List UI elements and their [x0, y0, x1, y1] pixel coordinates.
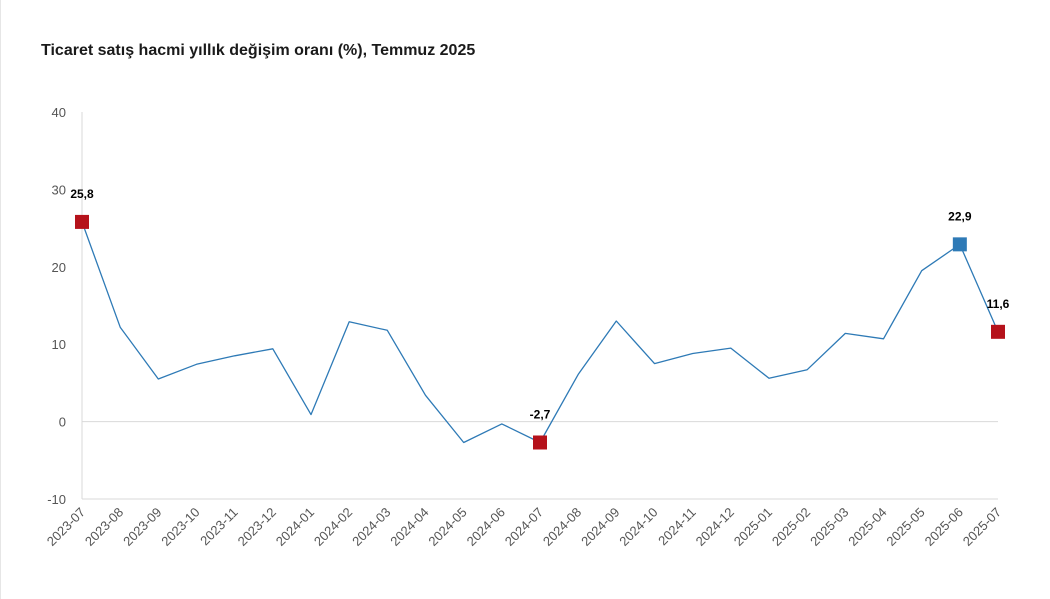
y-tick-label: 20 — [52, 260, 66, 275]
x-tick-label: 2025-07 — [960, 505, 1004, 549]
x-tick-label: 2023-09 — [120, 505, 164, 549]
x-tick-label: 2025-06 — [922, 505, 966, 549]
x-tick-label: 2024-11 — [655, 505, 699, 549]
highlight-marker — [533, 435, 547, 450]
x-tick-label: 2025-05 — [883, 505, 927, 549]
x-tick-label: 2025-02 — [769, 505, 813, 549]
highlight-marker — [75, 214, 89, 229]
x-tick-label: 2024-04 — [387, 505, 431, 549]
x-tick-label: 2024-10 — [616, 505, 660, 549]
x-tick-label: 2025-01 — [731, 505, 775, 549]
x-tick-label: 2024-05 — [425, 505, 469, 549]
y-tick-label: 40 — [52, 105, 66, 120]
x-tick-label: 2024-03 — [349, 505, 393, 549]
data-label: 11,6 — [987, 297, 1010, 311]
x-tick-label: 2025-03 — [807, 505, 851, 549]
data-label: 22,9 — [948, 209, 972, 223]
x-tick-label: 2024-01 — [273, 505, 317, 549]
x-tick-label: 2023-10 — [158, 505, 202, 549]
x-tick-label: 2023-12 — [235, 505, 279, 549]
highlight-marker — [952, 237, 967, 252]
y-tick-label: 30 — [52, 182, 66, 197]
x-tick-label: 2024-07 — [502, 505, 546, 549]
x-tick-label: 2024-08 — [540, 505, 584, 549]
x-tick-label: 2025-04 — [845, 505, 889, 549]
x-tick-label: 2023-07 — [44, 505, 88, 549]
chart-title: Ticaret satış hacmi yıllık değişim oranı… — [41, 42, 476, 59]
data-label: -2,7 — [530, 407, 551, 421]
y-tick-label: -10 — [47, 492, 66, 507]
x-tick-label: 2024-09 — [578, 505, 622, 549]
x-tick-label: 2024-12 — [693, 505, 737, 549]
x-tick-label: 2024-02 — [311, 505, 355, 549]
y-tick-label: 10 — [52, 337, 66, 352]
x-tick-label: 2024-06 — [464, 505, 508, 549]
y-tick-label: 0 — [59, 415, 66, 430]
data-label: 25,8 — [70, 187, 94, 201]
left-border — [0, 0, 1, 599]
x-tick-label: 2023-08 — [82, 505, 126, 549]
highlight-marker — [991, 324, 1005, 339]
x-tick-label: 2023-11 — [197, 505, 241, 549]
